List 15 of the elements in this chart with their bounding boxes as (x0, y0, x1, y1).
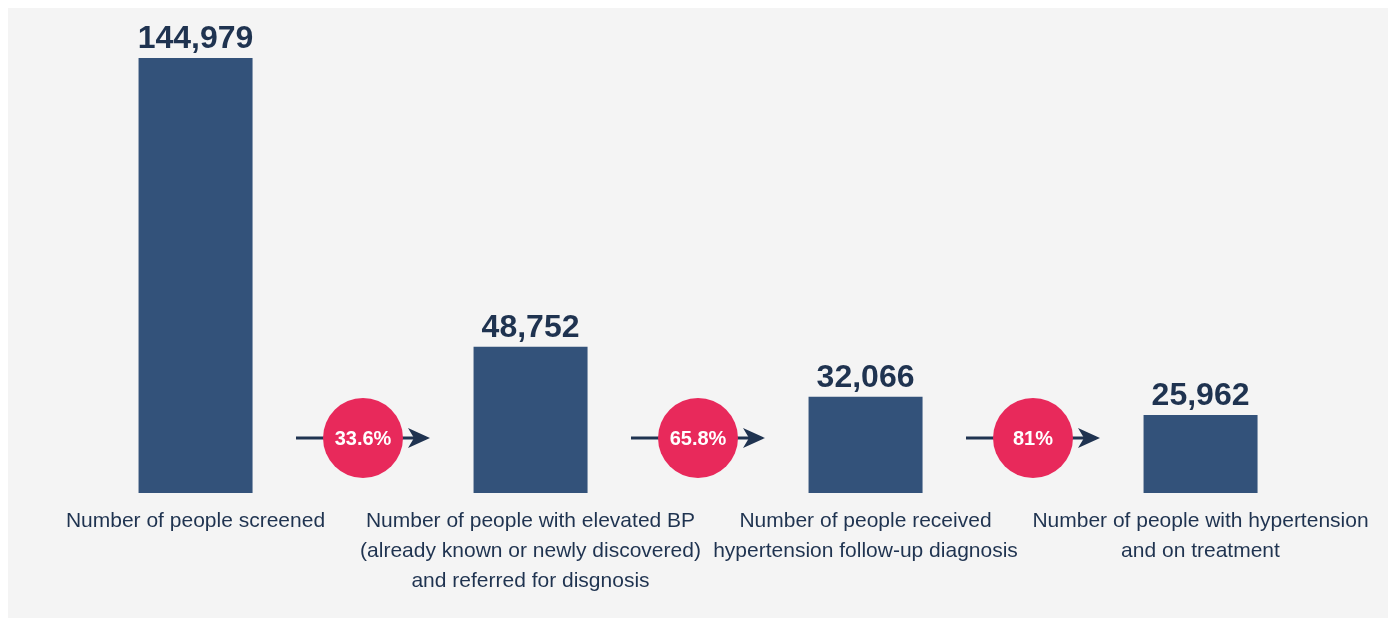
data-label: 144,979 (137, 19, 254, 55)
x-tick-label: Number of people with hypertension and on treatment (1032, 508, 1369, 561)
x-tick-label: Number of people with elevated BP (already known or newly discovered) and referred for disgnosis (360, 508, 701, 591)
annotation: 65.8% (669, 427, 727, 449)
annotation: 81% (1012, 427, 1054, 449)
data-label: 32,066 (816, 357, 915, 394)
x-tick-label: Number of people screened (65, 508, 326, 531)
data-label: 48,752 (481, 307, 580, 344)
data-label: 25,962 (1151, 376, 1250, 413)
annotation: 33.6% (334, 427, 392, 449)
bar (1143, 415, 1258, 493)
x-tick-label: Number of people received hypertension follow-up diagnosis (713, 508, 1018, 561)
bar (473, 346, 588, 493)
bar (808, 396, 923, 493)
bar (138, 58, 253, 493)
